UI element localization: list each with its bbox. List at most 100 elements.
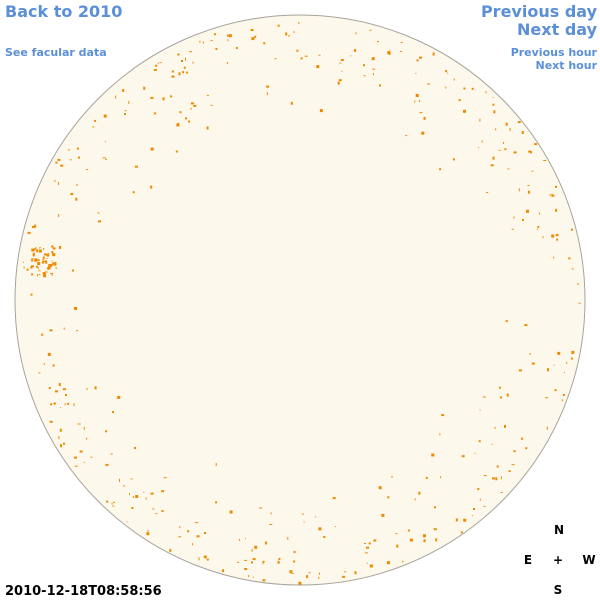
next-hour-link[interactable]: Next hour bbox=[536, 59, 598, 72]
facula-dot bbox=[557, 351, 561, 355]
facula-dot bbox=[55, 390, 58, 393]
facula-dot bbox=[190, 108, 192, 110]
facula-dot bbox=[301, 513, 304, 515]
facula-dot bbox=[48, 253, 50, 257]
previous-day-link[interactable]: Previous day bbox=[481, 2, 598, 21]
facula-dot bbox=[529, 353, 531, 355]
facula-dot bbox=[458, 99, 461, 102]
facula-dot bbox=[518, 188, 520, 192]
facula-dot bbox=[146, 532, 150, 536]
back-link[interactable]: Back to 2010 bbox=[5, 2, 122, 21]
facula-dot bbox=[440, 476, 442, 479]
facula-dot bbox=[31, 259, 34, 262]
facula-dot bbox=[486, 192, 489, 193]
facula-dot bbox=[143, 491, 145, 493]
facula-dot bbox=[43, 274, 47, 278]
facula-dot bbox=[155, 513, 158, 515]
facula-dot bbox=[147, 529, 149, 532]
facula-dot bbox=[163, 477, 167, 479]
facula-dot bbox=[435, 538, 438, 542]
facula-dot bbox=[251, 37, 255, 41]
facula-dot bbox=[513, 450, 516, 453]
facula-dot bbox=[227, 39, 229, 42]
facula-dot bbox=[505, 122, 508, 126]
facula-dot bbox=[492, 103, 495, 106]
facula-dot bbox=[263, 42, 266, 45]
facula-dot bbox=[306, 575, 309, 579]
facula-dot bbox=[266, 92, 268, 96]
facula-dot bbox=[74, 307, 77, 310]
facula-dot bbox=[500, 476, 502, 480]
facula-dot bbox=[46, 258, 48, 259]
facula-dot bbox=[570, 357, 573, 360]
facula-dot bbox=[388, 51, 391, 55]
facular-link[interactable]: See facular data bbox=[5, 46, 107, 59]
facula-dot bbox=[97, 212, 100, 214]
facula-dot bbox=[58, 182, 60, 185]
facula-dot bbox=[250, 29, 254, 31]
facula-dot bbox=[122, 485, 125, 487]
facula-dot bbox=[37, 262, 41, 265]
facula-dot bbox=[547, 368, 549, 372]
compass-west: W bbox=[582, 553, 595, 567]
facula-dot bbox=[402, 560, 404, 563]
facula-dot bbox=[62, 388, 66, 391]
facula-dot bbox=[31, 248, 35, 252]
facula-dot bbox=[210, 104, 213, 106]
facula-dot bbox=[86, 169, 89, 170]
facula-dot bbox=[555, 234, 559, 237]
facula-dot bbox=[335, 526, 337, 527]
previous-hour-link[interactable]: Previous hour bbox=[511, 46, 598, 59]
facula-dot bbox=[192, 61, 194, 64]
facula-dot bbox=[215, 501, 218, 504]
facula-dot bbox=[318, 527, 322, 531]
facula-dot bbox=[318, 576, 320, 579]
facula-dot bbox=[296, 49, 299, 52]
facula-dot bbox=[439, 168, 442, 171]
facula-dot bbox=[135, 495, 139, 498]
facula-dot bbox=[478, 440, 481, 443]
facula-dot bbox=[37, 274, 38, 277]
facula-dot bbox=[344, 571, 347, 573]
facula-dot bbox=[495, 128, 497, 131]
facula-dot bbox=[323, 536, 326, 538]
facula-dot bbox=[32, 253, 35, 257]
facula-dot bbox=[571, 268, 574, 270]
facula-dot bbox=[251, 548, 253, 552]
facula-dot bbox=[134, 165, 138, 168]
facula-dot bbox=[206, 94, 209, 96]
facula-dot bbox=[498, 386, 501, 389]
facula-dot bbox=[543, 160, 547, 161]
facula-dot bbox=[427, 83, 431, 85]
facula-dot bbox=[104, 141, 106, 143]
facula-dot bbox=[181, 60, 183, 62]
facula-dot bbox=[75, 197, 78, 201]
facula-dot bbox=[86, 437, 88, 440]
facula-dot bbox=[537, 229, 538, 230]
facula-dot bbox=[42, 261, 44, 264]
facula-dot bbox=[152, 508, 155, 510]
facula-dot bbox=[37, 259, 40, 262]
facula-dot bbox=[38, 270, 41, 272]
next-day-link[interactable]: Next day bbox=[517, 20, 598, 39]
facula-dot bbox=[372, 68, 376, 70]
facula-dot bbox=[289, 570, 293, 574]
facula-dot bbox=[511, 228, 514, 230]
facula-dot bbox=[178, 536, 182, 538]
compass-center: + bbox=[553, 553, 563, 567]
facula-dot bbox=[531, 362, 535, 365]
facula-dot bbox=[63, 327, 65, 330]
facula-dot bbox=[64, 403, 66, 406]
facula-dot bbox=[202, 41, 204, 44]
facula-dot bbox=[177, 123, 180, 125]
facula-dot bbox=[37, 267, 39, 270]
facula-dot bbox=[193, 104, 197, 107]
facula-dot bbox=[503, 141, 504, 144]
facula-dot bbox=[39, 247, 41, 249]
facula-dot bbox=[479, 409, 481, 411]
facula-dot bbox=[60, 444, 62, 448]
facula-dot bbox=[112, 411, 114, 414]
facula-dot bbox=[105, 430, 108, 433]
